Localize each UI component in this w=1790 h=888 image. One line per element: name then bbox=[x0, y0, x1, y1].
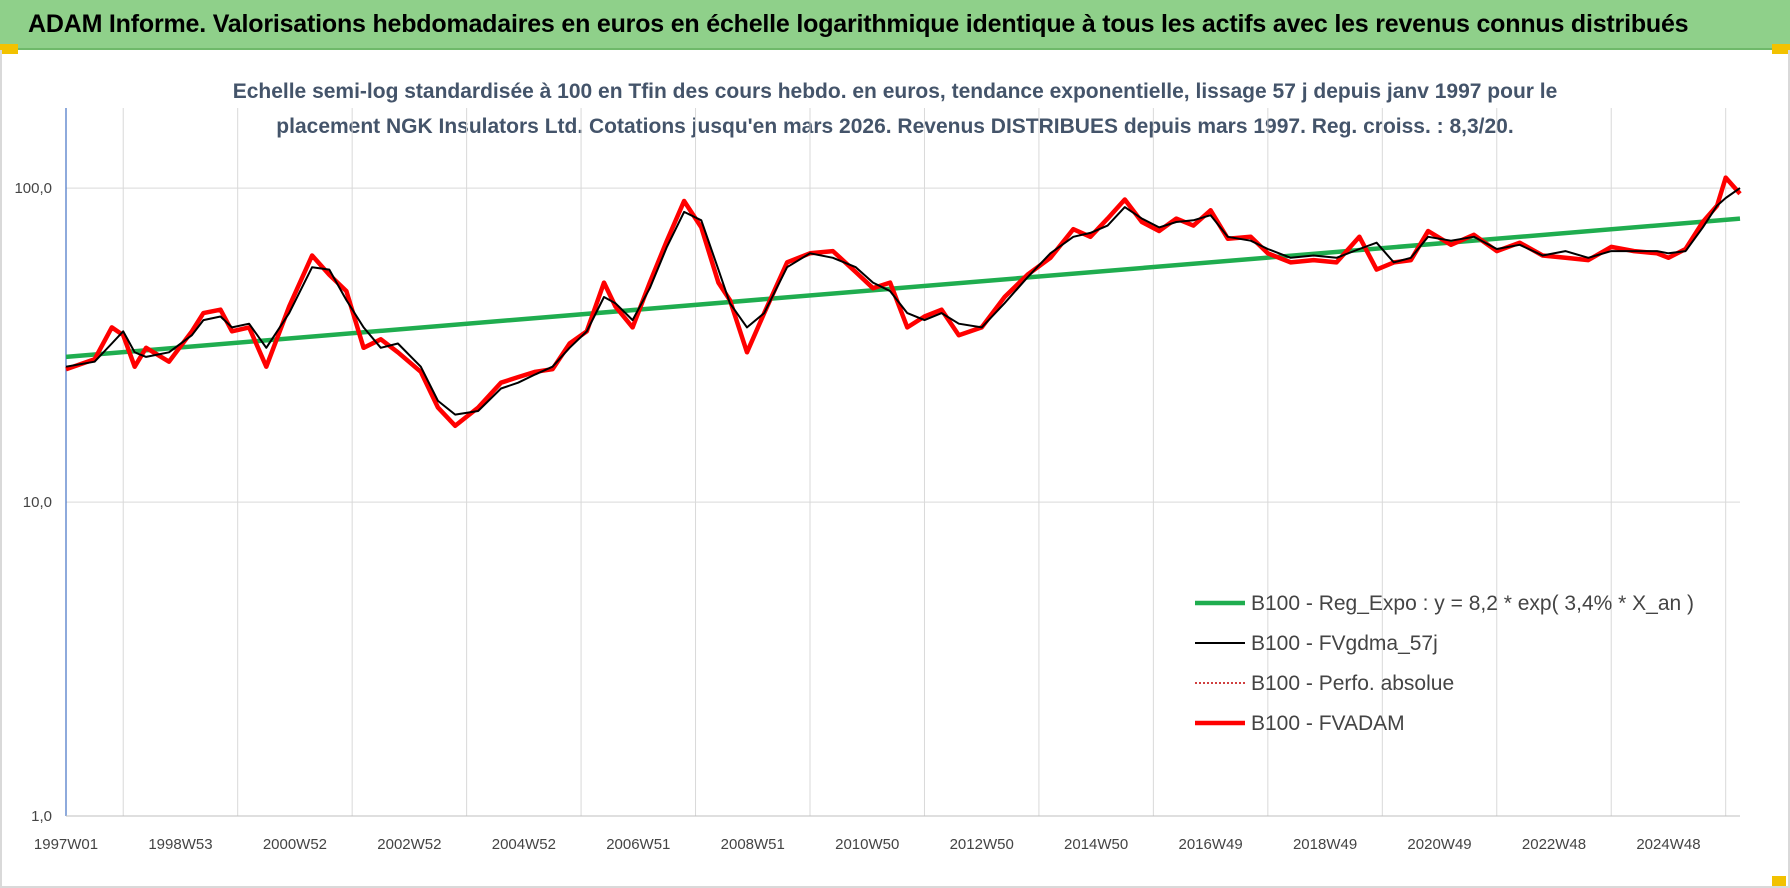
corner-marker bbox=[0, 44, 18, 54]
y-tick-label: 1,0 bbox=[31, 808, 52, 825]
x-tick-label: 2022W48 bbox=[1522, 836, 1586, 853]
chart-subtitle-line-1: Echelle semi-log standardisée à 100 en T… bbox=[232, 80, 1558, 103]
report-title: ADAM Informe. Valorisations hebdomadaire… bbox=[28, 10, 1689, 38]
chart-subtitle: Echelle semi-log standardisée à 100 en T… bbox=[160, 74, 1630, 144]
x-tick-label: 2006W51 bbox=[606, 836, 670, 853]
chart-frame bbox=[0, 50, 1790, 888]
legend-entry: B100 - Perfo. absolue bbox=[1251, 672, 1454, 695]
x-tick-label: 2020W49 bbox=[1407, 836, 1471, 853]
x-tick-label: 2000W52 bbox=[263, 836, 327, 853]
x-tick-label: 2012W50 bbox=[950, 836, 1014, 853]
y-tick-label: 100,0 bbox=[14, 180, 52, 197]
x-tick-label: 2002W52 bbox=[377, 836, 441, 853]
x-tick-label: 1998W53 bbox=[148, 836, 212, 853]
x-tick-label: 2010W50 bbox=[835, 836, 899, 853]
x-tick-label: 2014W50 bbox=[1064, 836, 1128, 853]
x-tick-label: 2018W49 bbox=[1293, 836, 1357, 853]
x-tick-label: 1997W01 bbox=[34, 836, 98, 853]
header-banner: ADAM Informe. Valorisations hebdomadaire… bbox=[0, 0, 1790, 50]
corner-marker bbox=[1772, 876, 1786, 888]
x-tick-label: 2008W51 bbox=[721, 836, 785, 853]
series-line bbox=[65, 187, 1741, 416]
x-tick-label: 2024W48 bbox=[1636, 836, 1700, 853]
chart-subtitle-line-2: placement NGK Insulators Ltd. Cotations … bbox=[276, 115, 1514, 138]
legend-entry: B100 - Reg_Expo : y = 8,2 * exp( 3,4% * … bbox=[1251, 592, 1694, 615]
series-line bbox=[65, 216, 1741, 360]
legend-entry: B100 - FVgdma_57j bbox=[1251, 632, 1438, 655]
legend-entry: B100 - FVADAM bbox=[1251, 712, 1405, 735]
x-tick-label: 2016W49 bbox=[1179, 836, 1243, 853]
x-tick-label: 2004W52 bbox=[492, 836, 556, 853]
corner-marker bbox=[1772, 44, 1790, 54]
y-tick-label: 10,0 bbox=[23, 494, 52, 511]
series-line bbox=[65, 175, 1742, 429]
